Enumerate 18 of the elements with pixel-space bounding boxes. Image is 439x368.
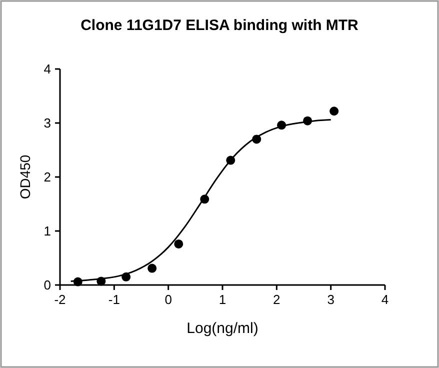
- x-tick-label: 4: [381, 292, 389, 307]
- x-tick-label: 2: [273, 292, 280, 307]
- point: [330, 106, 339, 116]
- y-tick-label: 4: [44, 62, 51, 76]
- x-tick-label: -2: [54, 292, 66, 307]
- x-tick-label: -1: [108, 292, 120, 307]
- x-tick-label: 3: [327, 292, 334, 307]
- chart-title: Clone 11G1D7 ELISA binding with MTR: [80, 17, 359, 34]
- y-tick-label: 2: [44, 170, 51, 184]
- x-tick-label: 0: [164, 292, 172, 307]
- x-axis-title: Log(ng/ml): [186, 320, 258, 337]
- y-tick-label: 0: [44, 278, 51, 292]
- y-tick-label: 3: [44, 116, 51, 130]
- x-tick-label: 1: [218, 292, 226, 307]
- point: [174, 239, 184, 248]
- y-tick-label: 1: [44, 224, 51, 238]
- point: [148, 264, 157, 273]
- y-axis-title: OD450: [17, 154, 33, 200]
